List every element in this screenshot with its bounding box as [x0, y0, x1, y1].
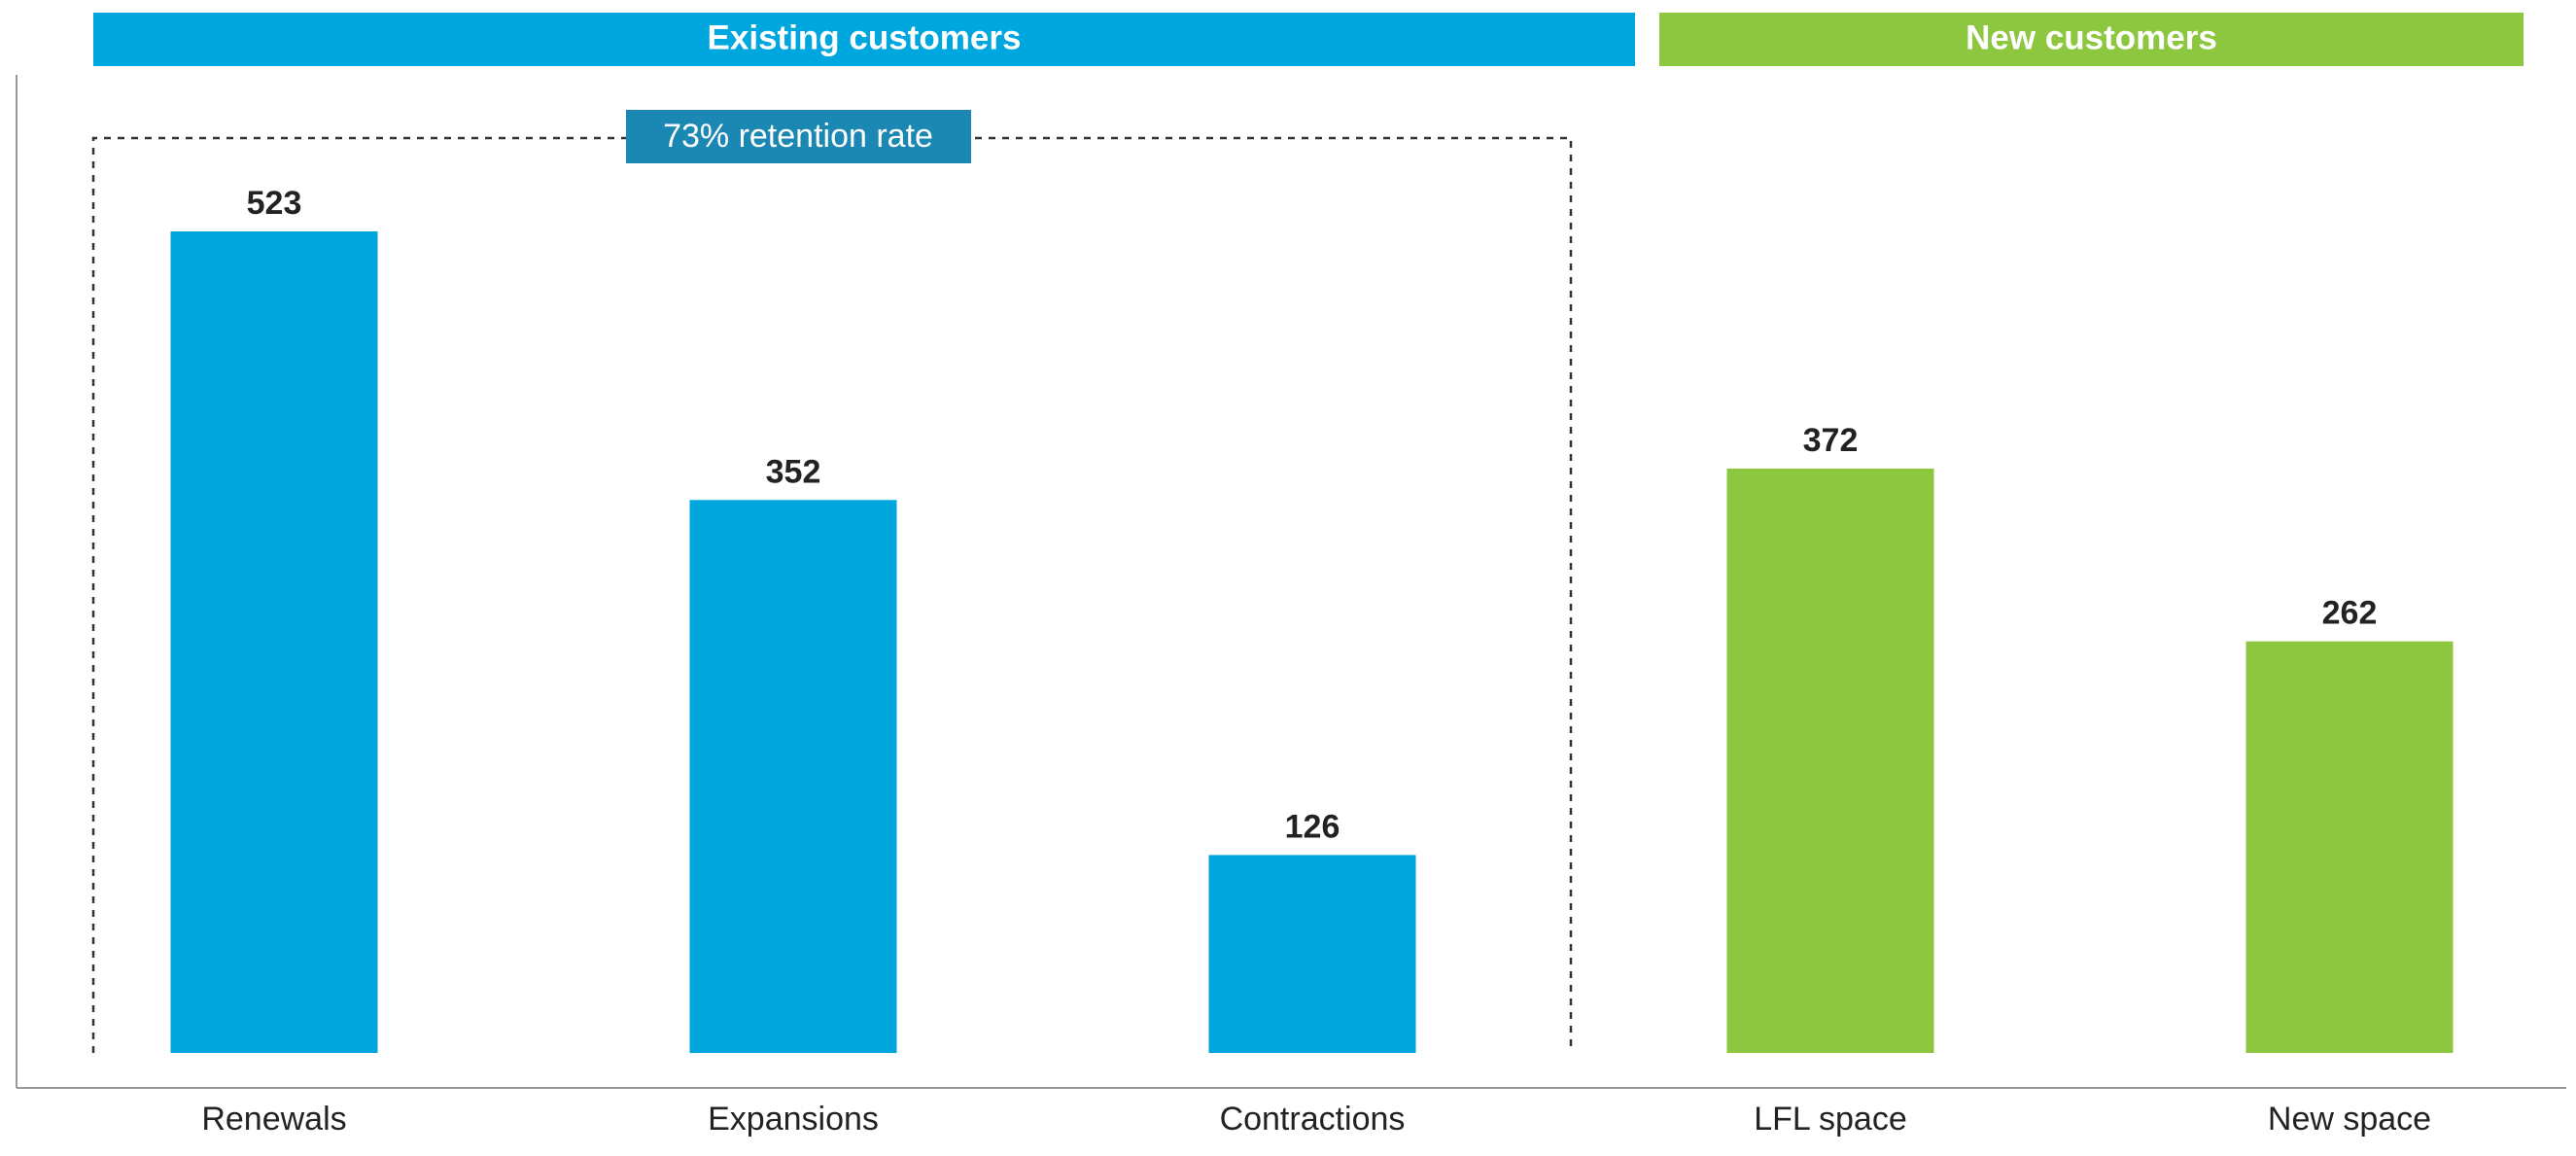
- x-tick-label: Renewals: [201, 1101, 346, 1138]
- bar: [689, 500, 897, 1053]
- x-tick-label: Expansions: [708, 1101, 879, 1138]
- bar: [1726, 468, 1934, 1053]
- bar: [1208, 855, 1416, 1053]
- group-header: [1659, 13, 2524, 66]
- group-header-label: New customers: [1966, 18, 2217, 56]
- bar: [170, 231, 378, 1053]
- value-label: 352: [766, 453, 821, 490]
- x-tick-label: Contractions: [1220, 1101, 1406, 1138]
- group-header-label: Existing customers: [708, 18, 1022, 56]
- x-tick-label: New space: [2268, 1101, 2431, 1138]
- group-header: [93, 13, 1635, 66]
- value-label: 372: [1803, 422, 1859, 459]
- bar: [2245, 641, 2454, 1053]
- annotation: 73% retention rate: [663, 118, 933, 155]
- value-label: 262: [2322, 595, 2378, 632]
- value-label: 126: [1285, 808, 1340, 845]
- x-tick-label: LFL space: [1754, 1101, 1907, 1138]
- value-label: 523: [247, 185, 302, 222]
- annotation-box: [626, 110, 971, 163]
